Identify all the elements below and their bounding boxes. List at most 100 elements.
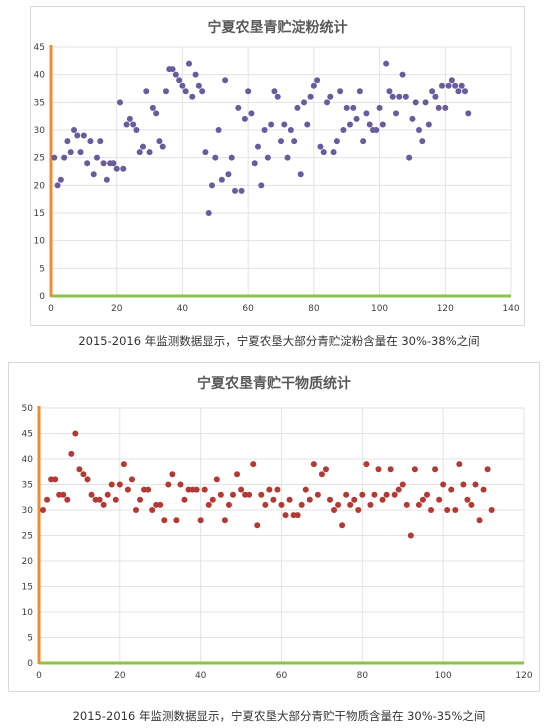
data-point: [403, 501, 410, 508]
data-point: [402, 93, 409, 100]
data-point: [153, 110, 160, 117]
data-point: [88, 491, 95, 498]
data-point: [318, 471, 325, 478]
data-point: [209, 182, 215, 189]
data-point: [228, 154, 235, 161]
data-point: [291, 138, 298, 145]
y-tick-label: 40: [22, 455, 34, 465]
data-point: [424, 491, 430, 498]
data-point: [445, 82, 452, 89]
data-point: [218, 176, 225, 183]
data-point: [61, 154, 68, 161]
data-point: [359, 491, 366, 498]
data-point: [278, 501, 285, 508]
data-point: [71, 127, 77, 133]
chart-plot: 0 5 10 15 20 25 30 35 40 45 50 0 20 40 60 80 100 120: [22, 404, 533, 681]
data-point: [177, 481, 184, 488]
data-point: [90, 171, 97, 178]
data-point: [298, 501, 305, 508]
data-point: [149, 104, 156, 111]
data-point: [456, 461, 463, 468]
x-tick-label: 120: [437, 304, 454, 314]
data-point: [363, 110, 370, 117]
data-point: [87, 138, 94, 145]
data-point: [60, 491, 67, 498]
data-point: [169, 66, 176, 73]
data-point: [133, 127, 140, 133]
y-tick-label: 10: [22, 608, 34, 618]
x-tick-label: 60: [242, 304, 254, 314]
data-point: [331, 507, 338, 513]
data-point: [375, 466, 382, 473]
data-point: [192, 71, 199, 78]
data-point: [179, 82, 186, 89]
data-point: [297, 171, 304, 178]
y-tick-label: 5: [39, 264, 45, 274]
data-point: [133, 507, 139, 513]
data-point: [77, 149, 84, 156]
data-point: [72, 430, 79, 437]
data-point: [130, 121, 137, 128]
data-point: [189, 93, 196, 100]
data-point: [64, 496, 71, 503]
data-point: [221, 517, 228, 524]
data-point: [40, 507, 47, 513]
data-point: [373, 127, 380, 133]
data-point: [241, 115, 248, 122]
data-point: [186, 60, 192, 67]
y-tick-label: 45: [34, 43, 45, 53]
y-tick-label: 10: [34, 237, 46, 247]
data-point: [113, 165, 120, 172]
data-point: [333, 138, 340, 145]
data-point: [143, 88, 150, 95]
data-point: [117, 99, 123, 106]
y-tick-label: 30: [34, 126, 46, 136]
data-point: [182, 88, 189, 95]
data-point: [238, 187, 245, 194]
data-point: [258, 491, 265, 498]
y-tick-label: 5: [27, 634, 33, 644]
data-point: [156, 138, 163, 145]
data-point: [108, 481, 115, 488]
data-point: [197, 517, 204, 524]
data-point: [455, 88, 462, 95]
data-point: [294, 104, 301, 111]
y-tick-label: 35: [22, 481, 33, 491]
x-tick-label: 40: [177, 304, 189, 314]
data-point: [255, 143, 261, 150]
data-point: [366, 121, 373, 128]
data-point: [97, 138, 104, 145]
data-point: [419, 138, 426, 145]
data-point: [181, 496, 188, 503]
data-point: [84, 160, 91, 167]
data-point: [270, 496, 277, 503]
data-point: [172, 71, 179, 78]
data-point: [261, 127, 268, 133]
y-tick-label: 20: [34, 181, 46, 191]
data-point: [415, 501, 422, 508]
data-point: [266, 486, 273, 493]
data-point: [379, 121, 386, 128]
data-point: [462, 88, 468, 95]
y-tick-label: 15: [34, 209, 45, 219]
data-point: [386, 88, 393, 95]
data-point: [294, 512, 301, 519]
data-point: [412, 99, 419, 106]
y-tick-label: 20: [22, 557, 34, 567]
data-point: [422, 99, 429, 106]
data-point: [217, 491, 224, 498]
x-tick-label: 20: [114, 671, 126, 681]
data-point: [409, 115, 416, 122]
data-point: [44, 496, 51, 503]
data-point: [100, 160, 107, 167]
data-point: [246, 491, 253, 498]
chart-title: 宁夏农垦青贮干物质统计: [197, 376, 351, 392]
data-point: [215, 127, 222, 133]
data-point: [343, 491, 350, 498]
data-point: [356, 88, 363, 95]
data-point: [406, 154, 413, 161]
data-point: [379, 496, 386, 503]
data-point: [389, 93, 396, 100]
data-point: [324, 99, 330, 106]
data-point: [444, 507, 451, 513]
